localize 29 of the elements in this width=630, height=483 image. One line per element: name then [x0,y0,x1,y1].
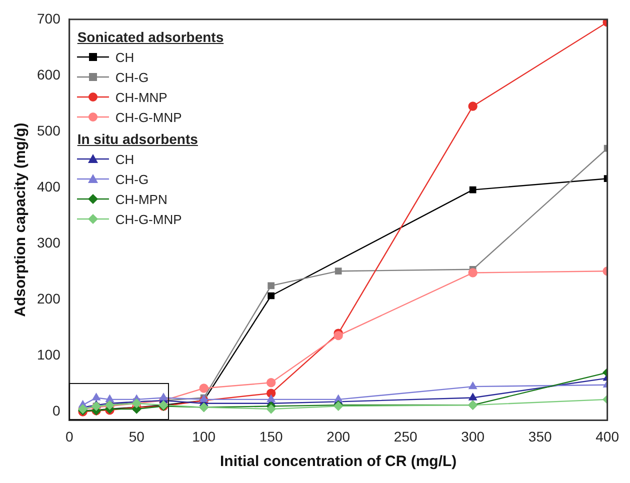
y-tick-label: 0 [52,402,61,419]
legend-label: CH-G [115,70,149,85]
legend-label: CH-G [115,172,149,187]
x-tick-label: 250 [394,428,418,444]
y-tick-label: 300 [37,234,61,250]
x-axis-title: Initial concentration of CR (mg/L) [220,453,457,470]
x-tick-label: 350 [528,428,552,444]
y-tick-label: 100 [37,346,61,363]
y-axis-title: Adsorption capacity (mg/g) [12,122,30,317]
annotation: In situ adsorbents [77,131,199,148]
legend-label: CH [115,152,134,167]
x-tick-label: 0 [65,428,74,444]
y-tick-label: 200 [37,290,61,307]
annotation: Sonicated adsorbents [77,29,224,46]
x-tick-label: 50 [128,428,145,444]
legend-label: CH-G-MNP [115,212,182,227]
y-tick-label: 600 [37,66,61,82]
x-tick-label: 200 [326,428,350,444]
legend-label: CH [115,50,134,65]
y-tick-label: 400 [37,178,61,194]
legend-label: CH-G-MNP [115,110,182,125]
y-tick-label: 700 [37,10,61,26]
x-tick-label: 300 [461,428,485,444]
legend-label: CH-MPN [115,192,168,207]
legend-label: CH-MNP [115,90,168,105]
y-tick-label: 500 [37,122,61,138]
x-tick-label: 400 [596,428,620,444]
x-tick-label: 150 [259,428,283,444]
x-tick-label: 100 [192,428,216,444]
